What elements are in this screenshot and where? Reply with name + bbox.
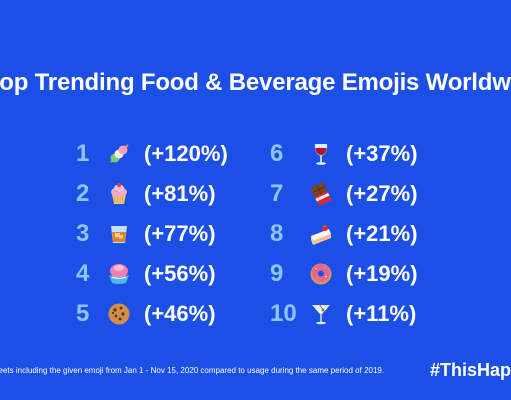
shaved-ice-icon bbox=[104, 259, 134, 289]
change-percent: (+37%) bbox=[346, 141, 418, 166]
change-percent: (+120%) bbox=[144, 141, 228, 166]
list-item: 2 (+81%) bbox=[76, 174, 276, 214]
rank-number: 2 bbox=[76, 180, 90, 207]
doughnut-icon bbox=[306, 259, 336, 289]
change-percent: (+27%) bbox=[346, 181, 418, 206]
change-percent: (+46%) bbox=[144, 301, 216, 326]
list-item: 10 (+11%) bbox=[270, 294, 470, 334]
list-item: 5 (+46%) bbox=[76, 294, 276, 334]
chocolate-bar-icon bbox=[306, 179, 336, 209]
rank-number: 1 bbox=[76, 140, 90, 167]
cocktail-glass-icon bbox=[306, 299, 336, 329]
rank-number: 4 bbox=[76, 260, 90, 287]
rank-number: 7 bbox=[270, 180, 284, 207]
rank-number: 3 bbox=[76, 220, 90, 247]
ranking-column-left: 1 (+120%) 2 bbox=[76, 134, 276, 334]
change-percent: (+81%) bbox=[144, 181, 216, 206]
cupcake-icon bbox=[104, 179, 134, 209]
change-percent: (+21%) bbox=[346, 221, 418, 246]
rank-number: 9 bbox=[270, 260, 284, 287]
dango-icon bbox=[104, 139, 134, 169]
rank-number: 5 bbox=[76, 300, 90, 327]
list-item: 6 (+37%) bbox=[270, 134, 470, 174]
list-item: 3 (+77%) bbox=[76, 214, 276, 254]
change-percent: (+56%) bbox=[144, 261, 216, 286]
list-item: 4 (+56%) bbox=[76, 254, 276, 294]
page-title: op Trending Food & Beverage Emojis World… bbox=[0, 69, 511, 96]
shortcake-icon bbox=[306, 219, 336, 249]
list-item: 7 (+27%) bbox=[270, 174, 470, 214]
rank-number: 8 bbox=[270, 220, 284, 247]
list-item: 1 (+120%) bbox=[76, 134, 276, 174]
rank-number: 10 bbox=[270, 300, 297, 327]
ranking-column-right: 6 (+37%) 7 bbox=[270, 134, 470, 334]
list-item: 8 (+21%) bbox=[270, 214, 470, 254]
cookie-icon bbox=[104, 299, 134, 329]
tumbler-glass-icon bbox=[104, 219, 134, 249]
change-percent: (+19%) bbox=[346, 261, 418, 286]
list-item: 9 (+19%) bbox=[270, 254, 470, 294]
change-percent: (+11%) bbox=[346, 301, 417, 326]
wine-glass-icon bbox=[306, 139, 336, 169]
rank-number: 6 bbox=[270, 140, 284, 167]
hashtag: #ThisHap bbox=[430, 360, 511, 380]
change-percent: (+77%) bbox=[144, 221, 216, 246]
footnote: f Tweets including the given emoji from … bbox=[0, 366, 385, 375]
